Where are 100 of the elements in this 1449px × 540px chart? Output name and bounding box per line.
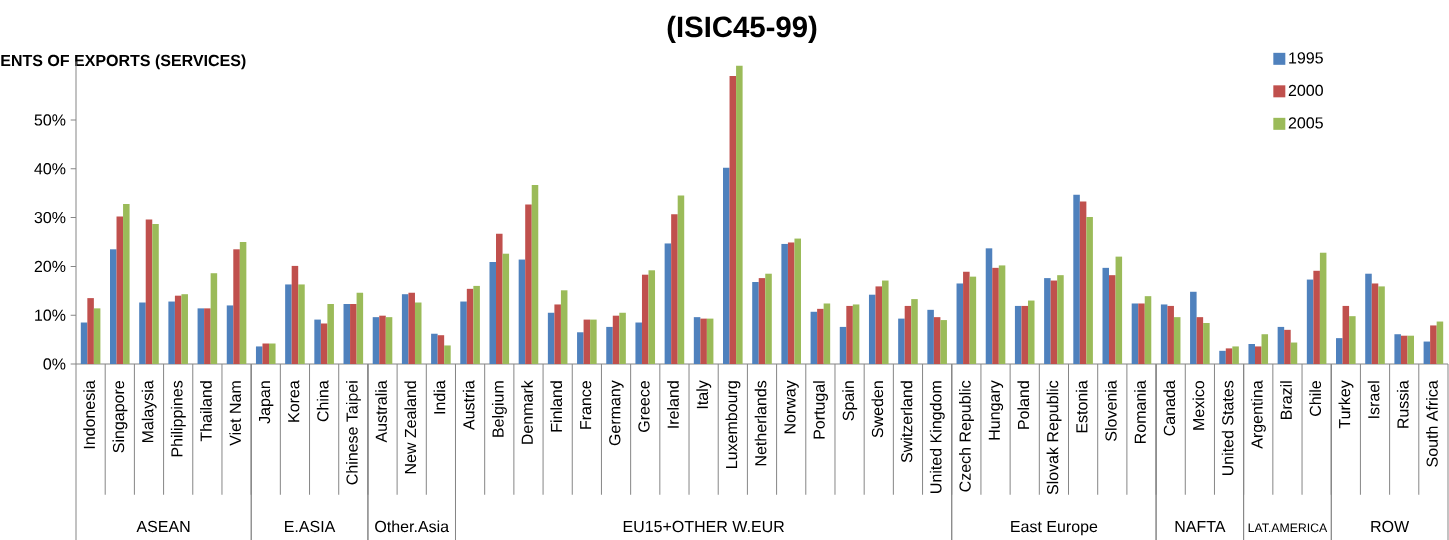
bar — [314, 319, 321, 364]
x-tick-label: Denmark — [521, 380, 533, 444]
bar — [109, 249, 117, 364]
bar — [531, 184, 539, 364]
bar — [758, 278, 766, 364]
x-tick-label: Sweden — [871, 381, 884, 438]
bar — [1365, 273, 1372, 364]
legend-label: 2000 — [1288, 84, 1323, 97]
bar — [875, 286, 883, 364]
bar — [350, 303, 357, 364]
bar — [1050, 280, 1058, 364]
text: E.ASIA — [285, 520, 336, 533]
x-tick-label: Slovak Republic — [1046, 380, 1062, 495]
bar — [823, 303, 831, 364]
bar — [1109, 275, 1116, 364]
bar — [226, 305, 234, 364]
bar — [255, 346, 263, 364]
bar — [781, 243, 788, 364]
y-tick-label: 20% — [34, 260, 66, 273]
x-tick-label: India — [433, 380, 446, 414]
x-tick-label: Finland — [550, 381, 563, 432]
bar — [1232, 346, 1239, 364]
bar — [1167, 305, 1174, 364]
bar — [1313, 270, 1320, 364]
x-tick-label: Korea — [288, 380, 300, 422]
text: EU15+OTHER W.EUR — [623, 520, 784, 533]
x-tick-label: Luxembourg — [725, 381, 741, 468]
bar — [327, 303, 334, 364]
bar — [1248, 343, 1255, 364]
bar — [1219, 350, 1226, 364]
bar — [1400, 335, 1408, 364]
x-tick-label: South Africa — [1426, 380, 1438, 467]
bar — [181, 294, 188, 364]
bar — [145, 219, 153, 364]
x-tick-label: Portugal — [813, 381, 828, 439]
bar — [239, 241, 247, 364]
bar — [518, 259, 526, 364]
bar — [641, 274, 649, 364]
bar — [204, 308, 211, 364]
bar — [992, 267, 999, 364]
bar — [408, 292, 415, 364]
bar — [933, 317, 941, 364]
bar — [1261, 334, 1269, 364]
text: NAFTA — [1175, 521, 1226, 532]
bar — [1336, 338, 1343, 364]
x-tick-label: Hungary — [988, 380, 1004, 440]
y-tick-label: 40% — [34, 163, 66, 175]
x-tick-label: Italy — [696, 380, 712, 409]
bar — [998, 265, 1006, 364]
y-axis-title: ENTS OF EXPORTS (SERVICES) — [1, 54, 246, 70]
bar — [116, 216, 124, 364]
bar — [590, 319, 597, 364]
text: Other.Asia — [375, 520, 450, 533]
bar — [1173, 317, 1181, 364]
bar — [356, 292, 364, 364]
bar — [817, 308, 824, 364]
bar — [1044, 278, 1051, 364]
bar — [525, 204, 532, 364]
bar — [547, 312, 555, 364]
bar — [262, 343, 270, 364]
bar — [1138, 303, 1145, 364]
bar — [969, 276, 977, 364]
x-tick-label: Spain — [842, 381, 858, 421]
bar — [1290, 342, 1298, 364]
bar — [619, 312, 626, 364]
bar — [612, 315, 620, 364]
bar — [671, 214, 678, 364]
bar — [1430, 325, 1437, 364]
bar — [1371, 283, 1379, 364]
bar — [1027, 300, 1035, 364]
text: East Europe — [1011, 521, 1098, 536]
bar — [560, 290, 568, 364]
x-tick-label: Norway — [784, 380, 799, 434]
bar — [93, 308, 101, 364]
x-tick-label: China — [316, 380, 329, 422]
bar — [502, 253, 510, 364]
bar — [80, 322, 88, 364]
bar — [210, 273, 218, 364]
bar — [700, 318, 707, 364]
x-tick-label: Switzerland — [900, 381, 913, 463]
x-tick-label: Canada — [1163, 380, 1176, 436]
bar — [437, 335, 445, 364]
bar — [677, 195, 685, 364]
bar — [1203, 323, 1210, 364]
chart-title: (ISIC45-99) — [667, 15, 817, 44]
bar — [898, 318, 905, 364]
x-tick-label: New Zealand — [404, 381, 417, 474]
bar — [123, 203, 130, 364]
bar — [174, 295, 182, 364]
bar — [1102, 267, 1110, 364]
bar — [1190, 291, 1197, 364]
x-tick-label: Estonia — [1075, 380, 1088, 433]
x-tick-label: Slovenia — [1104, 380, 1117, 441]
bar — [1057, 275, 1064, 364]
bar — [554, 304, 561, 364]
bar — [343, 303, 351, 364]
x-tick-label: Romania — [1134, 380, 1146, 443]
bar — [1284, 329, 1291, 364]
y-tick-label: 50% — [34, 114, 66, 126]
bar — [664, 243, 672, 364]
